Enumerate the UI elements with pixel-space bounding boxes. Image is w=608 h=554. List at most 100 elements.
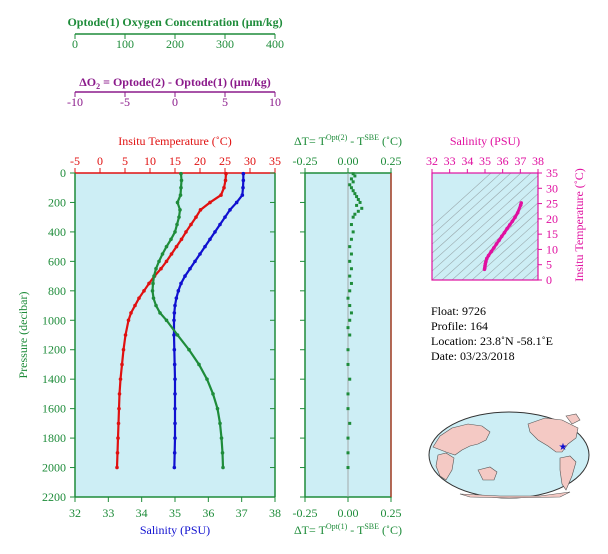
delta-t-point [348,377,352,381]
ts-point [507,223,512,227]
salinity-tick-label: 38 [269,506,281,520]
oxygen-axis: Optode(1) Oxygen Concentration (μm/kg) 0… [67,15,284,51]
pressure-axis-title: Pressure (decibar) [16,292,30,379]
ts-salinity-tick-label: 36 [497,154,509,168]
density-contour [432,173,512,245]
delta-t-point [348,259,352,263]
oxygen-point [160,252,165,256]
oxygen-point [177,215,181,219]
temperature-point [198,208,203,212]
salinity-point [241,185,245,190]
salinity-point [198,252,202,256]
temperature-point [116,436,120,440]
delta-t-point [348,274,352,278]
oxygen-point [150,289,155,293]
delta-t-point [353,212,357,216]
delta-t-point [349,252,353,256]
temperature-point [222,185,226,190]
temperature-tick-label: 20 [194,154,206,168]
delta-o2-tick-label: 5 [222,95,228,109]
oxygen-point [179,178,184,183]
density-contour [481,229,538,280]
oxygen-point [164,318,169,323]
delta-o2-axis-title: ΔO2 = Optode(2) - Optode(1) (μm/kg) [79,75,270,91]
temperature-tick-label: 30 [244,154,256,168]
delta-t-point [348,183,352,187]
delta-t-point [351,230,355,234]
float-info: Float: 9726 Profile: 164 Location: 23.8˚… [431,304,553,364]
temperature-tick-label: 5 [122,154,128,168]
density-contour [521,265,538,280]
oxygen-tick-label: 100 [116,37,134,51]
temperature-point [219,193,223,197]
pressure-tick-label: 1600 [42,402,66,416]
oxygen-tick-label: 400 [266,37,284,51]
ts-salinity-tick-label: 34 [461,154,473,168]
ts-point [505,226,509,231]
delta-t-point [346,466,350,470]
density-contour [461,211,538,280]
delta-t-point [348,318,352,322]
temperature-tick-label: 15 [169,154,181,168]
delta-t-top-tick-label: -0.25 [293,154,318,168]
temperature-point [129,311,133,315]
ts-temperature-title: Insitu Temperature (˚C) [572,168,586,282]
delta-t-point [349,311,353,315]
pressure-tick-label: 2000 [42,461,66,475]
oxygen-point [157,259,161,264]
salinity-point [174,296,179,300]
salinity-point [173,303,177,308]
delta-o2-tick-label: -5 [120,95,130,109]
ts-salinity-tick-label: 32 [426,154,438,168]
delta-t-bottom-title: ΔT= TOpt(1) - TSBE (˚C) [294,522,402,537]
salinity-point [176,289,181,293]
map-land-australia [477,466,498,481]
ts-salinity-tick-label: 33 [444,154,456,168]
delta-o2-tick-label: -10 [67,95,83,109]
float-location-marker: ★ [559,442,568,453]
delta-t-point [360,206,364,210]
delta-t-point [349,267,353,271]
salinity-point [172,333,176,337]
pressure-tick-label: 800 [48,284,66,298]
salinity-point [179,281,183,286]
map-land-eurasia [432,423,491,456]
salinity-point [172,362,177,367]
density-contour [432,184,538,280]
oxygen-point [154,266,158,271]
ts-point [515,210,520,215]
salinity-tick-label: 34 [136,506,148,520]
pressure-tick-label: 1200 [42,343,66,357]
temperature-tick-label: 25 [219,154,231,168]
ts-temperature-tick-label: 30 [546,181,558,195]
temperature-point [117,392,122,396]
temperature-point [223,178,228,183]
oxygen-point [152,274,156,278]
oxygen-point [218,421,222,426]
ts-salinity-tick-label: 38 [532,154,544,168]
delta-t-point [348,333,352,337]
salinity-point [173,421,177,426]
temperature-point [174,244,179,249]
oxygen-point [187,347,191,352]
oxygen-point [175,200,180,205]
density-contour [432,173,502,236]
density-contour [511,256,538,280]
temperature-point [189,222,193,227]
ts-temperature-tick-label: 35 [546,166,558,180]
delta-t-point [353,192,357,196]
salinity-point [173,392,177,396]
delta-t-point [349,177,353,181]
delta-t-top-tick-label: 0.25 [381,154,402,168]
density-contour [432,173,492,227]
temperature-point [169,252,174,256]
density-contour [531,274,538,280]
salinity-point [203,244,207,249]
delta-t-point [348,421,352,425]
delta-t-point [346,296,350,300]
temperature-point [142,289,146,293]
oxygen-point [219,436,224,440]
salinity-point [193,259,197,264]
delta-t-point [349,281,353,285]
delta-t-point [358,200,362,204]
